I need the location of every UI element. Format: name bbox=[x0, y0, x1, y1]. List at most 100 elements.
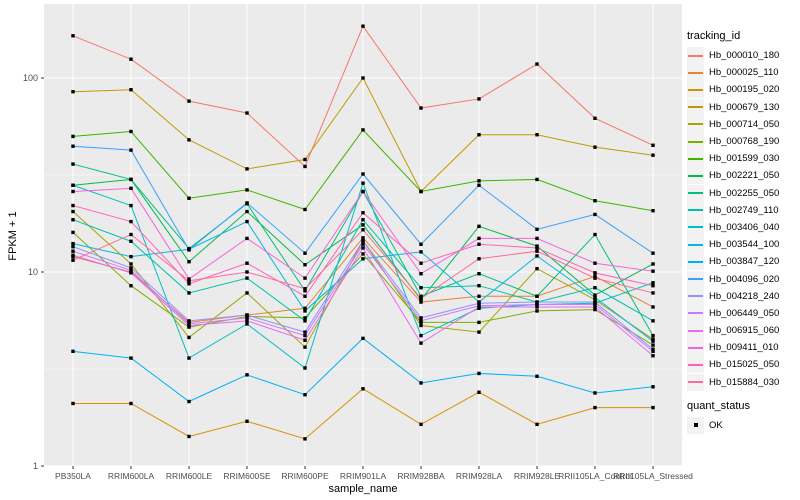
legend-line-icon bbox=[688, 226, 703, 229]
legend-item-label: Hb_000195_020 bbox=[709, 84, 780, 96]
data-point bbox=[419, 422, 423, 427]
data-point bbox=[593, 285, 597, 290]
data-point bbox=[535, 227, 539, 231]
x-tick-label: RRIM600LA bbox=[108, 471, 155, 481]
data-point bbox=[535, 62, 539, 66]
data-point bbox=[477, 371, 481, 376]
data-point bbox=[187, 335, 191, 340]
data-point bbox=[477, 301, 481, 305]
data-point bbox=[419, 341, 423, 345]
legend-item-label: Hb_009411_010 bbox=[709, 342, 779, 354]
data-point bbox=[129, 356, 133, 360]
legend-item-Hb_015884_030: Hb_015884_030 bbox=[687, 373, 799, 391]
legend-line-icon bbox=[688, 278, 703, 281]
legend-key-swatch bbox=[687, 270, 704, 288]
data-point bbox=[245, 270, 249, 274]
y-tick-label: 100 bbox=[23, 73, 38, 83]
data-point bbox=[535, 294, 539, 298]
legend-key-swatch bbox=[687, 218, 704, 236]
shape-legend-items: OK bbox=[687, 416, 799, 434]
data-point bbox=[71, 349, 75, 354]
legend-key-swatch bbox=[687, 416, 704, 434]
legend-key-swatch bbox=[687, 201, 704, 219]
data-point bbox=[129, 88, 133, 92]
data-point bbox=[593, 212, 597, 217]
data-point bbox=[651, 251, 655, 255]
data-point bbox=[245, 313, 249, 317]
data-point bbox=[303, 306, 307, 310]
legend-item-label: Hb_003406_040 bbox=[709, 221, 780, 233]
data-point bbox=[361, 223, 365, 227]
data-point bbox=[477, 330, 481, 334]
data-point bbox=[651, 333, 655, 338]
data-point bbox=[71, 245, 75, 249]
data-point bbox=[477, 257, 481, 261]
data-point bbox=[245, 201, 249, 205]
data-point bbox=[419, 323, 423, 328]
x-tick-label: RRII105LA_Control bbox=[558, 471, 632, 481]
data-point bbox=[419, 333, 423, 338]
data-point bbox=[361, 257, 365, 261]
data-point bbox=[245, 419, 249, 423]
legend-line-icon bbox=[688, 88, 703, 91]
data-point bbox=[71, 253, 75, 257]
data-point bbox=[593, 116, 597, 120]
data-point bbox=[593, 307, 597, 312]
legend-item-Hb_006915_060: Hb_006915_060 bbox=[687, 322, 799, 340]
data-point bbox=[245, 291, 249, 295]
data-point bbox=[245, 316, 249, 320]
data-point bbox=[419, 106, 423, 110]
data-point bbox=[419, 285, 423, 290]
legend-key-swatch bbox=[687, 287, 704, 305]
data-point bbox=[245, 236, 249, 241]
data-point bbox=[303, 319, 307, 323]
legend-key-swatch bbox=[687, 339, 704, 357]
data-point bbox=[651, 319, 655, 323]
data-point bbox=[303, 393, 307, 397]
data-point bbox=[477, 179, 481, 183]
data-point bbox=[651, 143, 655, 147]
data-point bbox=[245, 111, 249, 115]
data-point bbox=[129, 177, 133, 182]
legend-item-label: Hb_002221_050 bbox=[709, 170, 780, 182]
data-point bbox=[651, 385, 655, 389]
data-point bbox=[129, 262, 133, 266]
data-point bbox=[71, 134, 75, 139]
data-point bbox=[419, 250, 423, 254]
data-point bbox=[593, 405, 597, 410]
data-point bbox=[303, 366, 307, 370]
y-tick-labels: 1 10 100 bbox=[23, 73, 38, 471]
data-point bbox=[187, 291, 191, 295]
data-point bbox=[187, 434, 191, 439]
data-point bbox=[477, 183, 481, 187]
legend-line-icon bbox=[688, 54, 703, 57]
data-point bbox=[361, 387, 365, 391]
data-point bbox=[187, 260, 191, 264]
legend-key-swatch bbox=[687, 150, 704, 168]
data-point bbox=[651, 349, 655, 354]
data-point bbox=[477, 236, 481, 241]
legend-key-swatch bbox=[687, 133, 704, 151]
data-point bbox=[477, 97, 481, 101]
data-point bbox=[593, 297, 597, 302]
data-point bbox=[71, 241, 75, 246]
data-point bbox=[303, 287, 307, 291]
legend-item-label: Hb_003847_120 bbox=[709, 256, 780, 268]
data-point bbox=[535, 302, 539, 307]
data-point bbox=[129, 186, 133, 191]
legend-line-icon bbox=[688, 243, 703, 246]
legend-item-label: Hb_006915_060 bbox=[709, 325, 780, 337]
legend-key-swatch bbox=[687, 167, 704, 185]
data-point bbox=[245, 188, 249, 192]
x-tick-label: RRIM928LE bbox=[514, 471, 561, 481]
data-point bbox=[303, 263, 307, 267]
legend-item-Hb_000768_190: Hb_000768_190 bbox=[687, 133, 799, 151]
data-point bbox=[129, 232, 133, 237]
legend-item-label: Hb_000714_050 bbox=[709, 118, 780, 130]
legend-key-swatch bbox=[687, 236, 704, 254]
legend-line-icon bbox=[688, 209, 703, 212]
color-legend-title: tracking_id bbox=[687, 30, 741, 42]
legend-item-label: Hb_000679_130 bbox=[709, 101, 780, 113]
data-point bbox=[419, 381, 423, 385]
